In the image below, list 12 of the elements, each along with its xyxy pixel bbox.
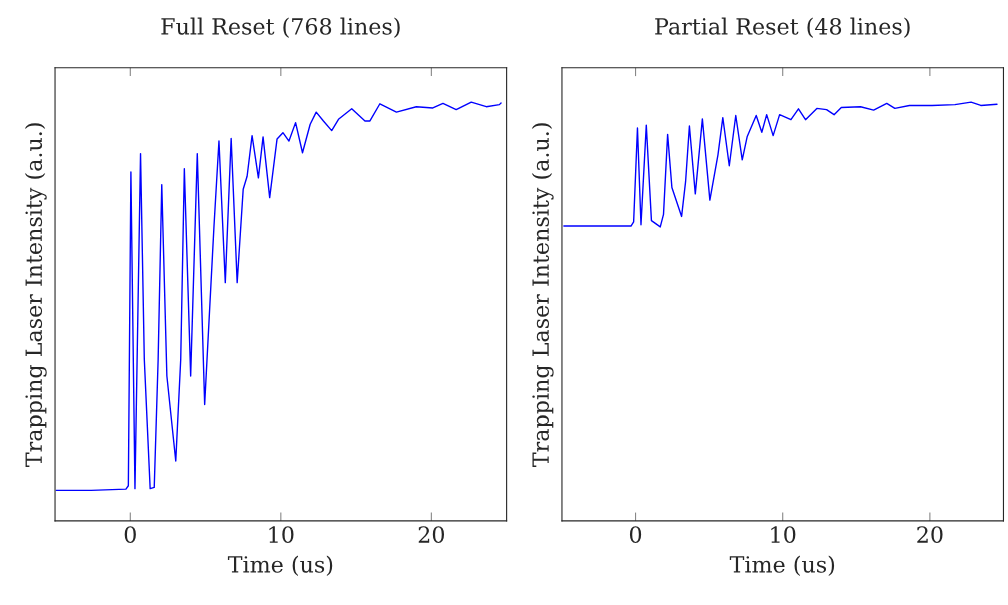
x-tick-label: 0 — [629, 526, 642, 543]
x-tick-label: 10 — [771, 526, 796, 543]
x-tick-label: 0 — [124, 526, 136, 543]
x-tick-label: 10 — [269, 526, 294, 543]
x-tick-label: 20 — [917, 526, 943, 543]
x-axis-title: Time (us) — [227, 555, 333, 576]
y-axis-title: Trapping Laser Intensity (a.u.) — [24, 123, 47, 467]
chart-title: Partial Reset (48 lines) — [655, 17, 910, 38]
y-axis-title: Trapping Laser Intensity (a.u.) — [531, 123, 554, 467]
chart-title: Full Reset (768 lines) — [161, 17, 400, 38]
x-tick-label: 20 — [418, 526, 445, 543]
x-axis-title: Time (us) — [729, 555, 835, 576]
